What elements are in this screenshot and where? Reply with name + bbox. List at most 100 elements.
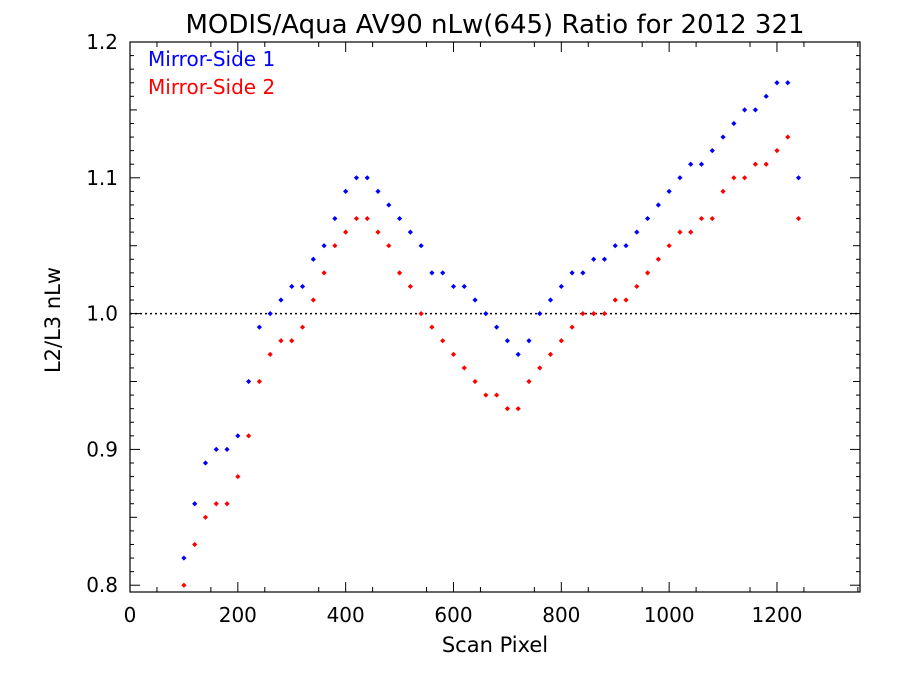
point-series-2 — [580, 311, 586, 317]
point-series-2 — [224, 501, 230, 507]
point-series-2 — [515, 406, 521, 412]
point-series-2 — [289, 338, 295, 344]
y-tick-label: 1.2 — [86, 30, 118, 54]
point-series-1 — [677, 175, 683, 181]
point-series-2 — [731, 175, 737, 181]
point-series-1 — [278, 297, 284, 303]
point-series-2 — [396, 270, 403, 276]
point-series-2 — [774, 148, 780, 154]
point-series-2 — [299, 324, 306, 330]
point-series-1 — [181, 555, 187, 561]
point-series-2 — [688, 229, 694, 235]
point-series-2 — [742, 175, 748, 181]
point-series-2 — [612, 297, 618, 303]
point-series-2 — [494, 392, 500, 398]
point-series-2 — [386, 243, 392, 249]
legend-label-mirror-side-1: Mirror-Side 1 — [148, 47, 275, 71]
point-series-1 — [795, 175, 802, 181]
point-series-2 — [644, 270, 651, 276]
point-series-1 — [720, 134, 726, 140]
point-series-1 — [407, 229, 413, 235]
point-series-1 — [375, 188, 381, 194]
point-series-2 — [235, 473, 241, 480]
y-tick-label: 1.0 — [86, 302, 118, 326]
x-tick-label: 200 — [219, 603, 257, 627]
point-series-2 — [450, 351, 457, 357]
point-series-1 — [526, 338, 532, 344]
point-series-1 — [343, 188, 349, 194]
point-series-1 — [494, 324, 500, 330]
point-series-2 — [537, 365, 543, 371]
point-series-2 — [720, 188, 726, 194]
point-series-1 — [299, 283, 306, 290]
point-series-2 — [192, 541, 198, 548]
point-series-1 — [202, 460, 209, 466]
point-series-2 — [547, 351, 554, 357]
point-series-2 — [558, 338, 564, 344]
point-series-1 — [688, 161, 694, 167]
point-series-2 — [343, 229, 349, 235]
point-series-2 — [181, 582, 187, 588]
point-series-1 — [246, 378, 252, 385]
point-series-2 — [483, 392, 489, 398]
point-series-1 — [591, 256, 597, 262]
point-series-1 — [213, 446, 219, 453]
x-tick-label: 600 — [434, 603, 472, 627]
point-series-1 — [742, 107, 748, 113]
point-series-1 — [429, 270, 435, 276]
point-series-1 — [386, 202, 392, 208]
point-series-2 — [353, 215, 360, 222]
x-tick-label: 400 — [327, 603, 365, 627]
point-series-1 — [364, 175, 370, 181]
point-series-1 — [569, 270, 575, 276]
point-series-1 — [515, 351, 521, 357]
point-series-2 — [504, 406, 511, 412]
point-series-1 — [558, 283, 564, 290]
point-series-2 — [526, 378, 532, 385]
point-series-2 — [623, 297, 629, 303]
point-series-1 — [698, 161, 705, 167]
point-series-1 — [224, 446, 230, 453]
y-tick-label: 0.8 — [86, 573, 118, 597]
point-series-1 — [192, 501, 198, 507]
point-series-2 — [267, 351, 273, 357]
point-series-1 — [655, 202, 661, 208]
point-series-1 — [483, 311, 489, 317]
x-tick-label: 800 — [542, 603, 580, 627]
point-series-1 — [580, 270, 586, 276]
point-series-2 — [763, 161, 769, 167]
legend-label-mirror-side-2: Mirror-Side 2 — [148, 75, 275, 99]
point-series-2 — [429, 324, 435, 330]
point-series-1 — [644, 215, 651, 222]
point-series-2 — [709, 215, 715, 222]
point-series-1 — [321, 243, 327, 249]
point-series-2 — [321, 270, 327, 276]
point-series-2 — [591, 311, 597, 317]
point-series-1 — [450, 283, 457, 290]
point-series-1 — [763, 93, 769, 99]
point-series-2 — [795, 215, 802, 222]
point-series-2 — [407, 283, 413, 290]
point-series-1 — [353, 175, 360, 181]
point-series-1 — [235, 433, 241, 439]
point-series-2 — [375, 229, 381, 235]
y-tick-label: 0.9 — [86, 437, 118, 461]
point-series-2 — [332, 243, 338, 249]
point-series-2 — [677, 229, 683, 235]
point-series-1 — [267, 311, 273, 317]
point-series-2 — [666, 243, 672, 249]
point-series-1 — [666, 188, 672, 194]
point-series-2 — [256, 378, 262, 385]
point-series-1 — [504, 338, 511, 344]
point-series-1 — [752, 107, 759, 113]
x-tick-label: 0 — [124, 603, 137, 627]
point-series-2 — [202, 514, 209, 520]
point-series-2 — [698, 215, 705, 222]
point-series-2 — [310, 297, 316, 303]
point-series-1 — [709, 148, 715, 154]
point-series-1 — [785, 80, 791, 86]
point-series-1 — [440, 270, 446, 276]
point-series-1 — [396, 215, 403, 222]
point-series-1 — [612, 243, 618, 249]
